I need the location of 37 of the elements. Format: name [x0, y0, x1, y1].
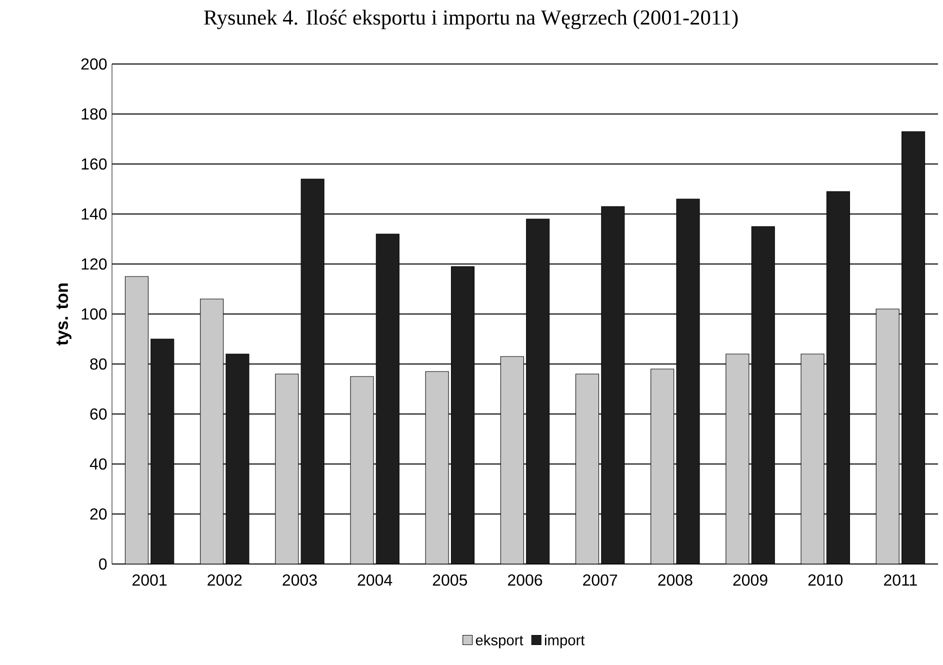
bar — [575, 374, 600, 564]
x-tick-label: 2005 — [432, 574, 468, 586]
bar — [350, 376, 374, 564]
y-tick-label: 100 — [82, 308, 107, 320]
bar — [650, 368, 674, 564]
bar — [124, 276, 148, 564]
bar — [500, 356, 524, 564]
bar — [876, 308, 900, 564]
bar — [275, 374, 299, 564]
y-axis-title: tys. ton — [56, 283, 72, 346]
x-tick-label: 2010 — [808, 574, 843, 586]
y-tick-label: 80 — [90, 358, 107, 370]
x-tick-label: 2007 — [583, 574, 618, 586]
x-tick-label: 2004 — [358, 574, 392, 586]
legend-label: eksport — [476, 634, 524, 648]
x-tick-label: 2008 — [658, 574, 692, 586]
y-tick-label: 160 — [82, 158, 107, 170]
x-tick-label: 2011 — [884, 574, 917, 586]
bar — [726, 354, 750, 564]
x-tick-label: 2003 — [282, 574, 317, 586]
bar — [425, 371, 449, 564]
y-tick-label: 140 — [82, 208, 107, 220]
x-tick-label: 2002 — [208, 574, 242, 586]
y-tick-label: 180 — [82, 108, 107, 120]
y-tick-label: 200 — [81, 58, 107, 70]
y-tick-label: 120 — [82, 258, 107, 270]
legend-label: import — [545, 634, 585, 648]
y-tick-label: 40 — [90, 458, 107, 470]
x-tick-label: 2009 — [733, 574, 768, 586]
y-tick-label: 20 — [90, 508, 107, 520]
chart-title: Rysunek 4. Ilość eksportu i importu na Węgrzech (2001-2011) — [204, 10, 738, 30]
x-tick-label: 2001 — [132, 574, 167, 586]
y-tick-label: 0 — [99, 558, 107, 570]
bar — [200, 298, 224, 564]
x-tick-label: 2006 — [508, 574, 542, 586]
bar — [800, 354, 824, 564]
y-tick-label: 60 — [90, 408, 107, 420]
